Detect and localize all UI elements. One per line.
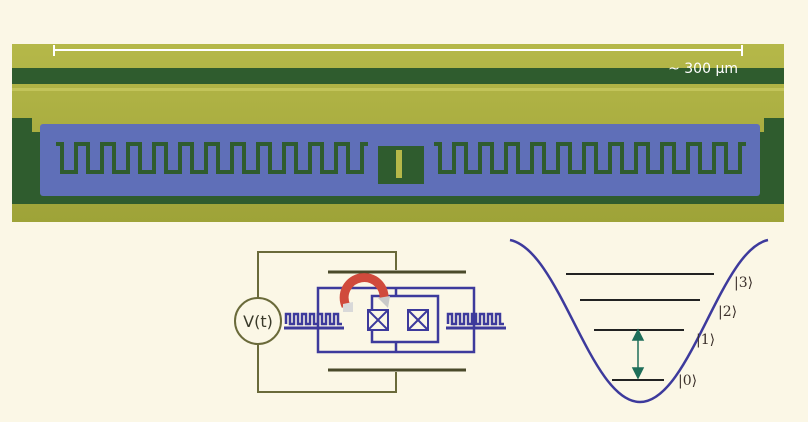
center-line xyxy=(12,88,784,91)
voltage-source-wiring xyxy=(257,251,397,393)
scale-bar xyxy=(53,45,743,56)
meander-left-path xyxy=(284,312,342,326)
magnet-icon xyxy=(339,273,390,312)
meander-right-path xyxy=(446,312,504,326)
interdigitated-fingers xyxy=(56,142,746,174)
finger-gap-left xyxy=(56,142,368,174)
junction xyxy=(396,150,402,178)
voltage-source xyxy=(234,297,282,345)
josephson-junction-left xyxy=(367,309,389,331)
voltage-source-label: V(t) xyxy=(243,312,273,331)
circuit-schematic: V(t) xyxy=(234,251,506,393)
finger-gap-right xyxy=(434,142,746,174)
energy-level-label-1: |1⟩ xyxy=(696,332,715,348)
josephson-junction-right xyxy=(407,309,429,331)
micrograph: ~ 300 µm xyxy=(12,44,784,222)
energy-diagram: |0⟩ |1⟩|2⟩ |3⟩ xyxy=(509,238,769,404)
energy-level-label-3: |3⟩ xyxy=(734,275,753,291)
transition-arrow xyxy=(631,328,645,380)
energy-levels: |0⟩ |1⟩|2⟩ |3⟩ xyxy=(566,273,753,389)
energy-level-label-0: |0⟩ xyxy=(678,373,697,389)
meander-right xyxy=(446,312,506,330)
scale-bar-label: ~ 300 µm xyxy=(668,61,738,77)
ground-strip-top xyxy=(12,68,784,84)
potential-well xyxy=(509,238,769,404)
energy-level-label-2: |2⟩ xyxy=(718,304,737,320)
meander-left xyxy=(284,312,344,330)
